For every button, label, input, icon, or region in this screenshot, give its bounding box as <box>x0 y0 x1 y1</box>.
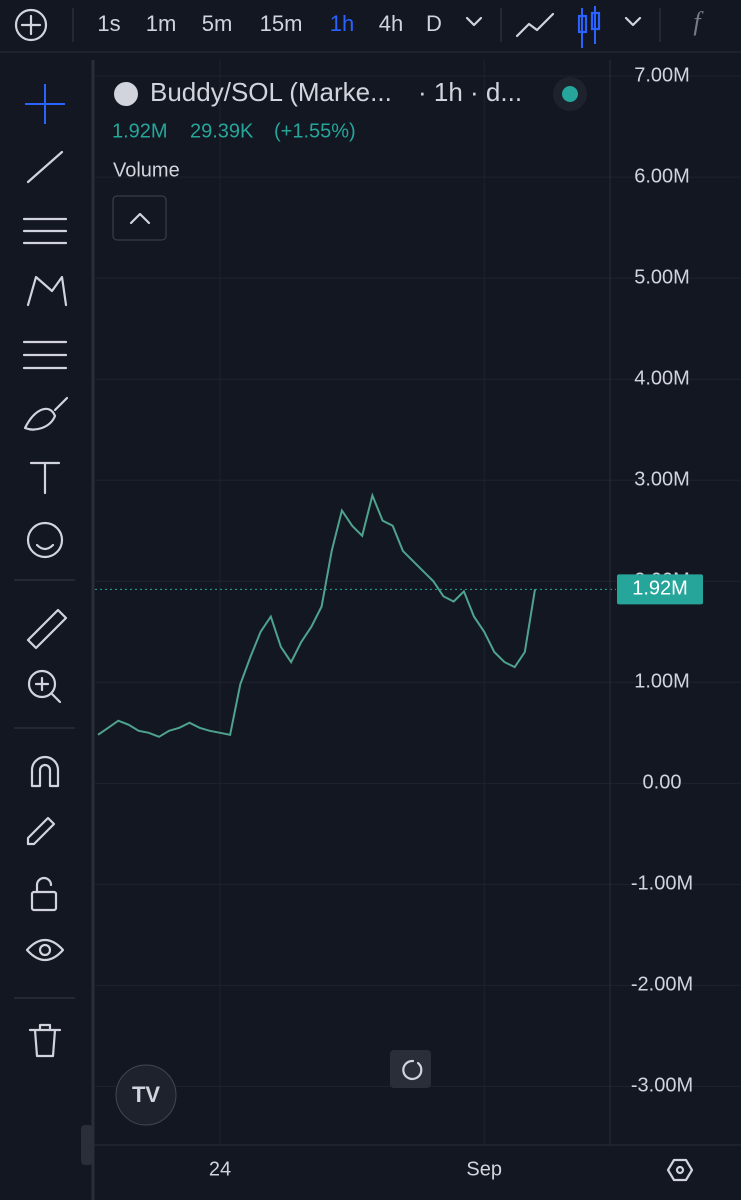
y-tick-label: 5.00M <box>634 266 690 288</box>
candle-wick <box>581 6 596 48</box>
plot <box>95 492 616 738</box>
tv-logo[interactable] <box>115 1064 177 1126</box>
interval-button[interactable]: 4h <box>379 11 403 36</box>
symbol-name[interactable]: Buddy/SOL (Marke... <box>150 77 392 107</box>
last-price-box <box>617 574 703 605</box>
text-tool[interactable] <box>29 461 61 495</box>
top-bar: f <box>14 6 704 48</box>
fib-tool[interactable] <box>22 217 68 245</box>
interval-button[interactable]: 15m <box>260 11 303 36</box>
y-tick-label: -2.00M <box>631 974 693 996</box>
eye <box>38 943 52 957</box>
candle-style[interactable] <box>577 6 601 48</box>
collapse-button[interactable] <box>112 195 167 241</box>
pattern-tool[interactable] <box>26 275 68 307</box>
crosshair-tool[interactable] <box>25 84 65 124</box>
interval-button[interactable]: 1m <box>146 11 177 36</box>
change-value: 29.39K <box>190 120 254 142</box>
y-tick-label: 0.00 <box>643 772 682 794</box>
add-icon <box>20 14 42 36</box>
style-dropdown[interactable] <box>624 16 642 27</box>
zoom-tool[interactable] <box>27 669 57 699</box>
y-tick-label: -3.00M <box>631 1075 693 1097</box>
magnet-tool[interactable] <box>30 755 60 788</box>
y-tick-label: 7.00M <box>634 64 690 86</box>
reset-icon <box>402 1059 423 1081</box>
line-style[interactable] <box>515 12 555 38</box>
interval-button[interactable]: 1h <box>330 11 354 36</box>
delete-tool[interactable] <box>28 1023 62 1058</box>
trend-line-tool[interactable] <box>26 150 64 184</box>
tv-logo-text: TV <box>132 1082 160 1107</box>
y-tick-label: -1.00M <box>631 873 693 895</box>
y-tick-label: 3.00M <box>634 469 690 491</box>
indicators[interactable]: f <box>693 7 704 36</box>
interval-button[interactable]: 5m <box>202 11 233 36</box>
interval-dropdown[interactable] <box>465 16 483 27</box>
x-tick-label: 24 <box>209 1158 231 1180</box>
lock-tool[interactable] <box>30 890 58 912</box>
status-dot <box>562 86 578 102</box>
symbol-meta: · 1h · d... <box>418 77 522 107</box>
brush-tool[interactable] <box>23 396 69 431</box>
last-price-label: 1.92M <box>632 578 688 600</box>
settings-button[interactable] <box>666 1158 694 1182</box>
zoom-icon <box>34 676 62 704</box>
symbol-logo <box>114 82 138 106</box>
y-tick-label: 6.00M <box>634 165 690 187</box>
add-symbol[interactable] <box>14 8 48 42</box>
left-toolbar <box>14 84 75 1058</box>
interval-button[interactable]: D <box>426 11 442 36</box>
icon-tool[interactable] <box>26 521 64 559</box>
ruler-tool[interactable] <box>26 608 68 650</box>
price-line-series <box>97 492 536 738</box>
change-percent: (+1.55%) <box>274 120 356 142</box>
lock-shackle <box>35 876 53 894</box>
settings-dot <box>675 1165 685 1175</box>
x-tick-label: Sep <box>466 1158 502 1180</box>
forecast-tool[interactable] <box>22 340 68 370</box>
y-tick-label: 4.00M <box>634 367 690 389</box>
smile <box>35 543 55 551</box>
chevron <box>129 212 151 225</box>
study-name: Volume <box>113 159 180 181</box>
stay-drawing-tool[interactable] <box>26 816 56 846</box>
y-tick-label: 1.00M <box>634 671 690 693</box>
toolbar-toggle[interactable] <box>81 1125 93 1165</box>
legend: Buddy/SOL (Marke... · 1h · d... 1.92M 29… <box>112 77 587 241</box>
visibility-tool[interactable] <box>25 938 65 962</box>
interval-button[interactable]: 1s <box>97 11 120 36</box>
last-value: 1.92M <box>112 120 168 142</box>
reset-button[interactable] <box>390 1050 431 1088</box>
